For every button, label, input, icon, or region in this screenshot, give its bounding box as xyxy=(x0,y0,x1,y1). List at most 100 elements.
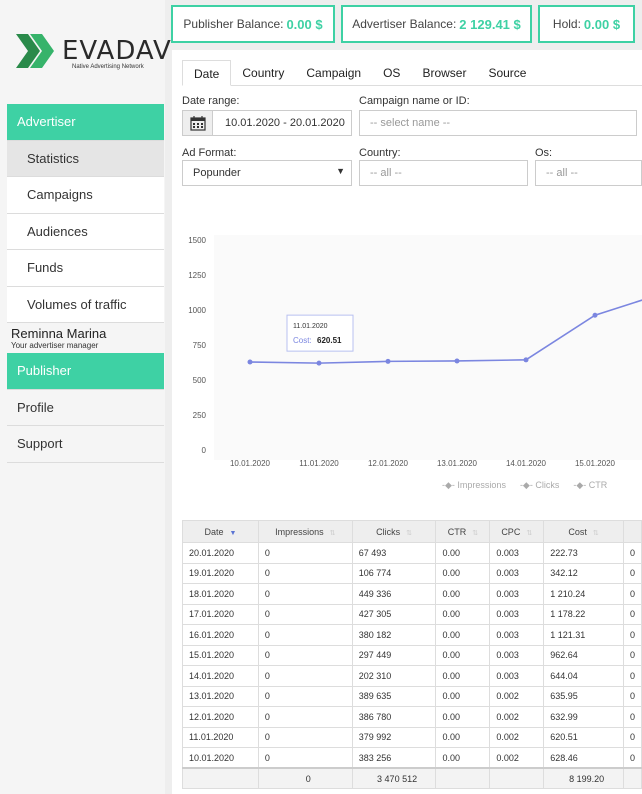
publisher-balance-label: Publisher Balance: xyxy=(183,17,284,31)
table-cell: 0.003 xyxy=(489,624,545,646)
sidebar-item-statistics[interactable]: Statistics xyxy=(7,140,164,177)
legend-impressions[interactable]: -◆- Impressions xyxy=(442,480,506,490)
table-cell: 20.01.2020 xyxy=(182,542,259,564)
table-cell: 0 xyxy=(622,583,642,605)
legend-clicks[interactable]: -◆- Clicks xyxy=(519,480,560,490)
table-cell: 0.003 xyxy=(489,583,545,605)
os-select[interactable]: -- all -- xyxy=(535,160,642,186)
report-tabs: Date Country Campaign OS Browser Source xyxy=(182,60,642,86)
tab-country[interactable]: Country xyxy=(242,66,285,80)
col-clicks[interactable]: Clicks ⇅ xyxy=(351,520,437,543)
ad-format-select[interactable]: Popunder ▼ xyxy=(182,160,352,186)
tab-os[interactable]: OS xyxy=(383,66,401,80)
sort-icon[interactable]: ⇅ xyxy=(329,529,336,537)
table-cell: 0 xyxy=(622,624,642,646)
sidebar-item-funds[interactable]: Funds xyxy=(7,250,164,287)
publisher-balance: Publisher Balance: 0.00 $ xyxy=(171,5,335,43)
country-select[interactable]: -- all -- xyxy=(359,160,528,186)
table-row: 10.01.2020 0 383 256 0.00 0.002 628.46 0 xyxy=(182,747,642,769)
sidebar-item-volumes-of-traffic[interactable]: Volumes of traffic xyxy=(7,286,164,323)
table-cell: 12.01.2020 xyxy=(182,706,259,728)
x-tick-label: 15.01.2020 xyxy=(575,459,616,468)
campaign-select[interactable]: -- select name -- xyxy=(359,110,637,136)
table-cell: 0 xyxy=(257,583,353,605)
table-row: 12.01.2020 0 386 780 0.00 0.002 632.99 0 xyxy=(182,706,642,728)
col-date[interactable]: Date ▼ xyxy=(182,520,259,543)
cost-data-point xyxy=(316,360,322,366)
col-ctr[interactable]: CTR ⇅ xyxy=(435,520,491,543)
publisher-balance-value: 0.00 $ xyxy=(286,16,323,32)
table-cell: 0.00 xyxy=(435,685,491,707)
plot-area xyxy=(214,235,642,460)
calendar-icon[interactable] xyxy=(183,111,213,135)
tab-date[interactable]: Date xyxy=(182,60,232,86)
tooltip-value: 620.51 xyxy=(317,336,342,345)
hold-balance-value: 0.00 $ xyxy=(583,16,621,32)
table-header-row: Date ▼ Impressions ⇅ Clicks ⇅ CTR ⇅ CPC ⇅ Cos… xyxy=(182,520,642,543)
table-row: 11.01.2020 0 379 992 0.00 0.002 620.51 0 xyxy=(182,726,642,748)
y-tick-label: 1500 xyxy=(188,236,206,245)
table-cell: 0.002 xyxy=(489,685,545,707)
table-cell: 0 xyxy=(622,747,642,769)
y-tick-label: 0 xyxy=(202,446,207,455)
table-cell: 19.01.2020 xyxy=(182,562,259,584)
campaign-label: Campaign name or ID: xyxy=(359,95,470,107)
table-cell: 0.002 xyxy=(489,726,545,748)
x-tick-label: 14.01.2020 xyxy=(506,459,547,468)
table-cell: 0.00 xyxy=(435,706,491,728)
col-cost[interactable]: Cost ⇅ xyxy=(543,520,624,543)
sort-icon[interactable]: ⇅ xyxy=(592,529,599,537)
statistics-panel: Date Country Campaign OS Browser Source … xyxy=(172,50,642,794)
table-total-cell xyxy=(622,767,642,789)
sidebar-item-advertiser[interactable]: Advertiser xyxy=(7,104,164,141)
sidebar-item-publisher[interactable]: Publisher xyxy=(7,353,164,390)
sort-desc-icon[interactable]: ▼ xyxy=(229,529,237,537)
sidebar-item-support[interactable]: Support xyxy=(7,426,164,463)
advertiser-balance: Advertiser Balance: 2 129.41 $ xyxy=(341,5,532,43)
table-cell: 620.51 xyxy=(543,726,624,748)
table-cell: 0 xyxy=(622,603,642,625)
date-range-label: Date range: xyxy=(182,95,240,107)
chart-legend: -◆- Impressions -◆- Clicks -◆- CTR xyxy=(442,480,607,491)
manager-name: Reminna Marina xyxy=(11,326,107,341)
table-cell: 427 305 xyxy=(351,603,437,625)
cost-data-point xyxy=(454,358,460,364)
table-cell: 0 xyxy=(257,747,353,769)
table-cell: 0 xyxy=(257,624,353,646)
tab-campaign[interactable]: Campaign xyxy=(306,66,362,80)
cost-data-point xyxy=(247,359,253,365)
table-cell: 0.00 xyxy=(435,603,491,625)
legend-ctr[interactable]: -◆- CTR xyxy=(573,480,608,490)
advertiser-balance-value: 2 129.41 $ xyxy=(459,16,521,32)
table-cell: 106 774 xyxy=(351,562,437,584)
table-cell: 202 310 xyxy=(351,665,437,687)
table-cell: 0.00 xyxy=(435,747,491,769)
table-row: 13.01.2020 0 389 635 0.00 0.002 635.95 0 xyxy=(182,685,642,707)
country-label: Country: xyxy=(359,147,401,159)
sort-icon[interactable]: ⇅ xyxy=(472,529,479,537)
table-cell: 0.00 xyxy=(435,665,491,687)
table-cell: 1 210.24 xyxy=(543,583,624,605)
col-cpc[interactable]: CPC ⇅ xyxy=(489,520,545,543)
x-tick-label: 12.01.2020 xyxy=(368,459,409,468)
sort-icon[interactable]: ⇅ xyxy=(406,529,413,537)
table-cell: 0.003 xyxy=(489,542,545,564)
tab-browser[interactable]: Browser xyxy=(422,66,467,80)
date-range-input[interactable]: 10.01.2020 - 20.01.2020 xyxy=(182,110,352,136)
table-cell: 0.00 xyxy=(435,583,491,605)
sidebar-item-profile[interactable]: Profile xyxy=(7,389,164,426)
sidebar-item-campaigns[interactable]: Campaigns xyxy=(7,177,164,214)
col-impressions[interactable]: Impressions ⇅ xyxy=(257,520,353,543)
logo-chevrons-icon xyxy=(16,34,54,68)
table-cell: 0 xyxy=(257,706,353,728)
sort-icon[interactable]: ⇅ xyxy=(526,529,533,537)
table-cell: 0.003 xyxy=(489,562,545,584)
manager-info: Reminna Marina Your advertiser manager xyxy=(7,323,164,353)
y-tick-label: 500 xyxy=(193,376,207,385)
tab-source[interactable]: Source xyxy=(488,66,527,80)
advertiser-balance-label: Advertiser Balance: xyxy=(352,17,457,31)
sidebar-item-audiences[interactable]: Audiences xyxy=(7,213,164,250)
table-cell: 628.46 xyxy=(543,747,624,769)
logo[interactable]: EVADAV Native Advertising Network xyxy=(16,34,171,74)
